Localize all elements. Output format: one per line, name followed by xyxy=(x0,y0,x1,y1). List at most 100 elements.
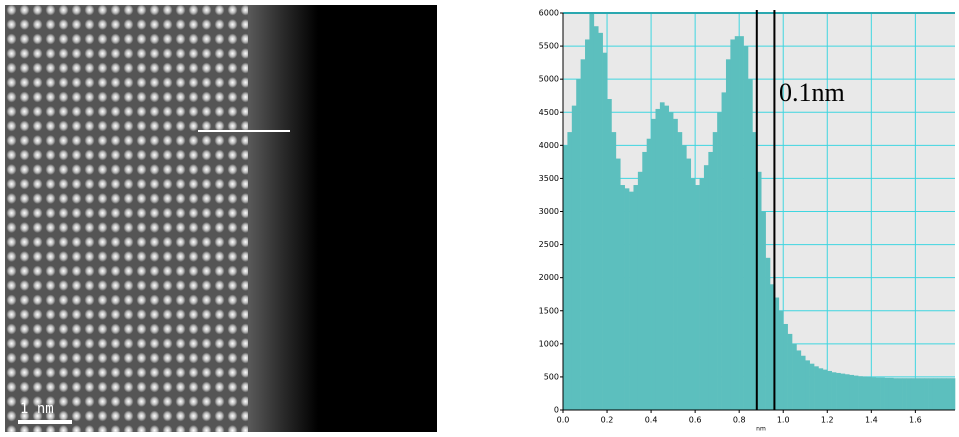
bar xyxy=(744,46,749,410)
bar xyxy=(739,36,744,410)
bar xyxy=(805,360,810,410)
bar xyxy=(907,378,912,410)
bar xyxy=(871,377,876,410)
y-tick-label: 4500 xyxy=(539,108,559,117)
bar xyxy=(792,344,797,410)
bar xyxy=(682,145,687,410)
bar xyxy=(788,334,793,410)
bar xyxy=(766,258,771,410)
x-tick-label: 0.4 xyxy=(645,416,658,425)
y-tick-label: 2000 xyxy=(539,273,559,282)
bar xyxy=(902,378,907,410)
y-tick-label: 3000 xyxy=(539,207,559,216)
bar xyxy=(889,378,894,410)
bar xyxy=(598,33,603,410)
bar xyxy=(818,368,823,410)
bar xyxy=(867,377,872,410)
bar xyxy=(880,378,885,410)
bar xyxy=(933,378,938,410)
chart: 0500100015002000250030003500400045005000… xyxy=(539,9,956,433)
bar xyxy=(594,26,599,410)
bar xyxy=(625,188,630,410)
bar xyxy=(876,378,881,410)
bar xyxy=(810,364,815,410)
bar xyxy=(686,159,691,410)
bar xyxy=(849,375,854,410)
bar xyxy=(603,53,608,410)
bar xyxy=(832,372,837,410)
bar xyxy=(946,378,951,410)
x-tick-label: 1.0 xyxy=(777,416,790,425)
scale-bar xyxy=(18,420,72,424)
bar xyxy=(700,178,705,410)
bar xyxy=(673,119,678,410)
bar xyxy=(796,350,801,410)
x-tick-label: 1.2 xyxy=(821,416,834,425)
bar xyxy=(572,106,577,410)
bar xyxy=(638,172,643,410)
bar xyxy=(840,374,845,410)
bar xyxy=(589,13,594,410)
bar xyxy=(576,79,581,410)
x-tick-label: 0.6 xyxy=(689,416,702,425)
x-tick-label: 1.4 xyxy=(865,416,878,425)
bar xyxy=(708,152,713,410)
bar xyxy=(585,39,590,410)
x-axis-label: nm xyxy=(756,426,766,433)
lattice xyxy=(5,5,248,432)
bar xyxy=(885,378,890,410)
micrograph: 1 nm xyxy=(5,5,437,432)
bar xyxy=(863,377,868,410)
bar xyxy=(915,378,920,410)
bar xyxy=(651,119,656,410)
bar xyxy=(633,185,638,410)
y-tick-label: 3500 xyxy=(539,174,559,183)
bar xyxy=(660,102,665,410)
x-tick-label: 0.8 xyxy=(733,416,746,425)
interface xyxy=(248,5,318,432)
bar xyxy=(801,356,806,410)
y-tick-label: 1500 xyxy=(539,306,559,315)
bar xyxy=(735,36,740,410)
bar xyxy=(581,59,586,410)
page: {"image": {"scale_bar_label": "1 nm"}, "… xyxy=(0,0,959,433)
bar xyxy=(929,378,934,410)
bar xyxy=(669,112,674,410)
bar xyxy=(836,373,841,410)
bar xyxy=(722,92,727,410)
bar xyxy=(607,99,612,410)
bar xyxy=(827,371,832,410)
bar xyxy=(858,376,863,410)
y-tick-label: 6000 xyxy=(539,9,559,18)
bar xyxy=(920,378,925,410)
x-tick-label: 0.2 xyxy=(601,416,614,425)
bar xyxy=(717,112,722,410)
bar xyxy=(567,132,572,410)
bar xyxy=(647,139,652,410)
y-tick-label: 2500 xyxy=(539,240,559,249)
y-tick-label: 4000 xyxy=(539,141,559,150)
bar xyxy=(664,106,669,410)
y-tick-label: 1000 xyxy=(539,339,559,348)
bar xyxy=(942,378,947,410)
bar xyxy=(783,324,788,410)
bar xyxy=(814,366,819,410)
bar xyxy=(937,378,942,410)
y-tick-label: 5000 xyxy=(539,75,559,84)
x-tick-label: 1.6 xyxy=(909,416,922,425)
bar xyxy=(629,192,634,410)
bar xyxy=(726,59,731,410)
y-tick-label: 0 xyxy=(554,406,559,415)
bar xyxy=(713,132,718,410)
bar xyxy=(678,132,683,410)
bar xyxy=(911,378,916,410)
bar xyxy=(655,109,660,410)
bar xyxy=(616,159,621,410)
bar xyxy=(898,378,903,410)
scale-bar-label: 1 nm xyxy=(20,401,54,417)
figure: 1 nm 05001000150020002500300035004000450… xyxy=(0,0,959,433)
bar xyxy=(761,212,766,411)
bar xyxy=(823,370,828,410)
bar xyxy=(779,311,784,410)
bar xyxy=(620,185,625,410)
